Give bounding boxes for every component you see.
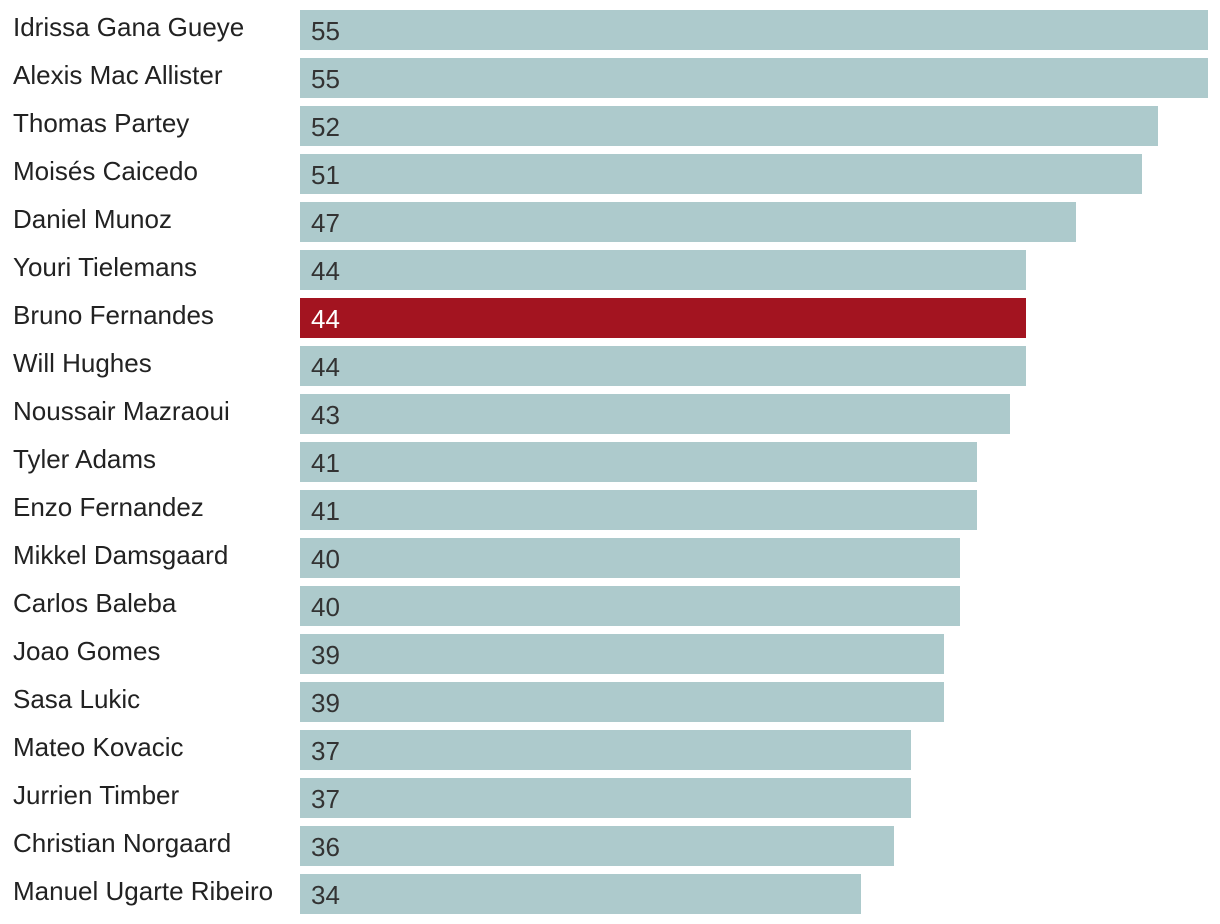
value-label: 43 — [311, 400, 340, 430]
category-label: Tyler Adams — [13, 444, 157, 474]
category-label: Will Hughes — [13, 348, 152, 378]
bar — [300, 10, 1208, 50]
value-label: 41 — [311, 496, 340, 526]
bar — [300, 490, 977, 530]
value-label: 37 — [311, 784, 340, 814]
value-label: 55 — [311, 64, 340, 94]
category-label: Mateo Kovacic — [13, 732, 184, 762]
value-label: 44 — [311, 352, 340, 382]
bar — [300, 730, 911, 770]
category-label: Daniel Munoz — [13, 204, 172, 234]
bar — [300, 394, 1010, 434]
category-label: Bruno Fernandes — [13, 300, 214, 330]
bar — [300, 58, 1208, 98]
value-label: 34 — [311, 880, 340, 910]
category-label: Youri Tielemans — [13, 252, 198, 282]
bar — [300, 202, 1076, 242]
bar — [300, 634, 944, 674]
category-label: Idrissa Gana Gueye — [13, 12, 245, 42]
bar — [300, 586, 960, 626]
category-label: Carlos Baleba — [13, 588, 177, 618]
highlighted-bar — [300, 298, 1026, 338]
value-label: 44 — [311, 256, 340, 286]
bar — [300, 250, 1026, 290]
category-label: Moisés Caicedo — [13, 156, 198, 186]
category-label: Alexis Mac Allister — [13, 60, 223, 90]
category-label: Manuel Ugarte Ribeiro — [13, 876, 274, 906]
bar — [300, 826, 894, 866]
bar — [300, 346, 1026, 386]
category-label: Noussair Mazraoui — [13, 396, 230, 426]
value-label: 52 — [311, 112, 340, 142]
bar — [300, 442, 977, 482]
value-label: 41 — [311, 448, 340, 478]
bar — [300, 106, 1158, 146]
value-label: 51 — [311, 160, 340, 190]
category-label: Joao Gomes — [13, 636, 161, 666]
category-label: Mikkel Damsgaard — [13, 540, 229, 570]
value-label: 55 — [311, 16, 340, 46]
bar — [300, 154, 1142, 194]
category-label: Christian Norgaard — [13, 828, 232, 858]
category-label: Thomas Partey — [13, 108, 190, 138]
bar — [300, 682, 944, 722]
value-label: 37 — [311, 736, 340, 766]
bar — [300, 874, 861, 914]
value-label: 39 — [311, 640, 340, 670]
bar — [300, 538, 960, 578]
category-label: Sasa Lukic — [13, 684, 141, 714]
value-label: 40 — [311, 544, 340, 574]
value-label: 36 — [311, 832, 340, 862]
value-label: 44 — [311, 304, 340, 334]
value-label: 39 — [311, 688, 340, 718]
value-label: 47 — [311, 208, 340, 238]
category-label: Enzo Fernandez — [13, 492, 204, 522]
value-label: 40 — [311, 592, 340, 622]
bar — [300, 778, 911, 818]
category-label: Jurrien Timber — [13, 780, 180, 810]
